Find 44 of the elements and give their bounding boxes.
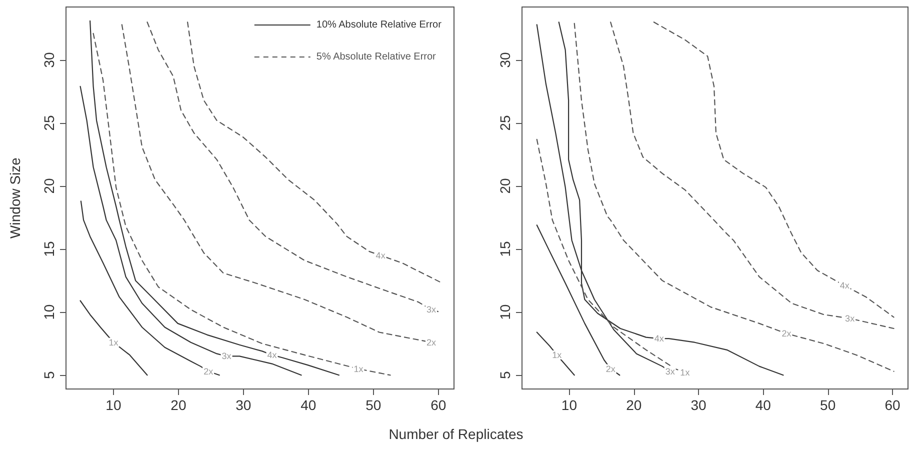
- annotation: 2x: [606, 364, 616, 374]
- annotation: 4x: [376, 250, 386, 260]
- annotation: 1x: [354, 364, 364, 374]
- x-tick-label: 30: [236, 397, 252, 413]
- annotation: 2x: [426, 337, 436, 348]
- annotation: 3x: [845, 313, 856, 324]
- x-tick-label: 50: [366, 397, 382, 413]
- x-tick-label: 50: [820, 397, 836, 413]
- x-tick-label: 60: [884, 397, 900, 413]
- x-tick-label: 20: [170, 397, 186, 413]
- y-tick-label: 25: [497, 114, 513, 131]
- x-tick-label: 60: [430, 397, 446, 413]
- y-tick-label: 10: [41, 304, 57, 320]
- y-axis-title: Window Size: [7, 157, 23, 238]
- y-tick-label: 15: [41, 241, 57, 257]
- y-tick-label: 15: [497, 241, 513, 257]
- x-tick-label: 20: [626, 397, 642, 413]
- x-tick-label: 30: [690, 397, 707, 413]
- annotation: 3x: [222, 351, 232, 362]
- annotation: 2x: [204, 366, 214, 376]
- annotation: 3x: [426, 304, 436, 315]
- y-tick-label: 5: [41, 371, 57, 380]
- y-tick-label: 20: [41, 178, 57, 194]
- x-tick-label: 40: [300, 397, 316, 413]
- annotation: 1x: [108, 337, 119, 348]
- annotation: 1x: [552, 350, 562, 360]
- y-tick-label: 30: [497, 52, 513, 68]
- y-tick-label: 20: [497, 178, 513, 194]
- x-axis-title: Number of Replicates: [388, 426, 524, 442]
- text: 10% Absolute Relative Error: [316, 20, 442, 30]
- x-tick-label: 10: [561, 397, 578, 413]
- annotation: 4x: [267, 350, 278, 360]
- y-tick-label: 5: [497, 371, 513, 380]
- annotation: 3x: [665, 366, 676, 376]
- y-tick-label: 10: [497, 304, 513, 320]
- text: 5% Absolute Relative Error: [316, 52, 437, 62]
- y-tick-label: 30: [41, 52, 57, 68]
- annotation: 4x: [840, 280, 850, 291]
- y-tick-label: 25: [41, 114, 57, 131]
- annotation: 1x: [680, 368, 690, 378]
- annotation: 2x: [782, 328, 792, 339]
- x-tick-label: 10: [106, 397, 122, 413]
- x-tick-label: 40: [755, 397, 772, 413]
- annotation: 4x: [654, 334, 664, 344]
